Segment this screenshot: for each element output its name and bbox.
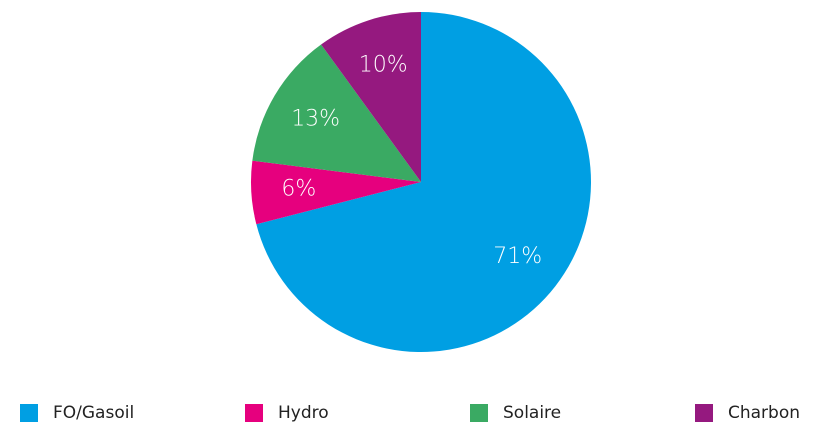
legend-swatch (470, 404, 488, 422)
data-label: 13% (291, 107, 340, 132)
legend-label: Charbon (728, 403, 800, 423)
data-label: 6% (281, 177, 316, 202)
pie-slice (251, 160, 421, 225)
legend-label: FO/Gasoil (53, 403, 134, 423)
pie-slice (321, 12, 421, 182)
legend-label: Hydro (278, 403, 329, 423)
pie-slice (256, 12, 591, 353)
legend-swatch (695, 404, 713, 422)
legend-label: Solaire (503, 403, 561, 423)
pie-slice (252, 44, 421, 183)
legend-swatch (20, 404, 38, 422)
data-label: 71% (493, 244, 542, 269)
legend-swatch (245, 404, 263, 422)
data-label: 10% (359, 53, 408, 78)
